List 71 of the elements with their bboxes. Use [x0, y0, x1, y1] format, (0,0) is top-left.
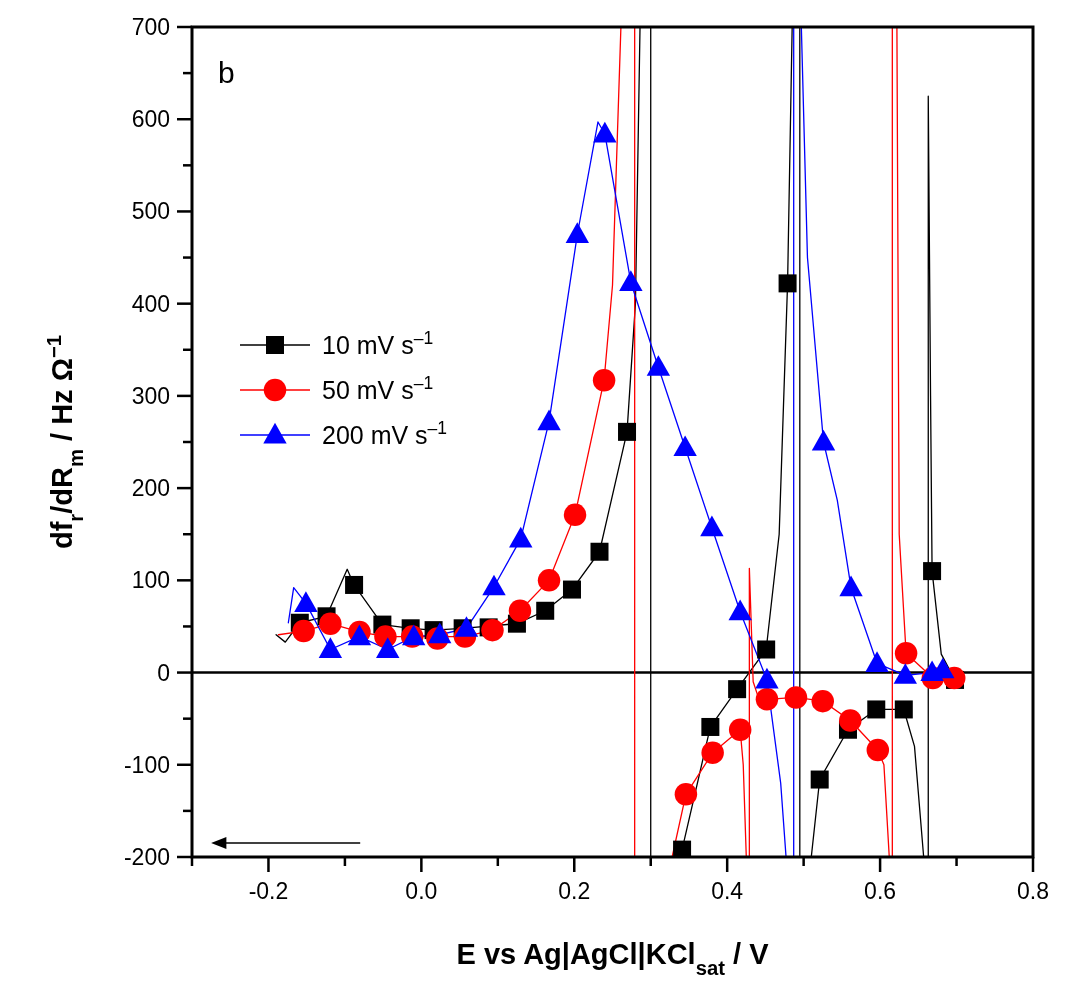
point — [673, 435, 697, 457]
point — [701, 741, 724, 765]
point — [728, 718, 752, 741]
x-tick-label: 0.6 — [864, 878, 897, 904]
point — [536, 601, 555, 620]
point — [893, 663, 918, 684]
point — [345, 575, 364, 594]
x-axis-title: E vs Ag|AgCl|KCl$_{sat}$ / V — [456, 938, 770, 979]
point — [376, 637, 400, 659]
point — [728, 599, 752, 621]
point — [646, 355, 671, 376]
point — [509, 526, 533, 548]
x-tick-label: 0.4 — [711, 878, 744, 904]
point — [537, 569, 561, 592]
point — [923, 562, 942, 581]
point — [292, 619, 315, 643]
point — [700, 515, 724, 537]
y-tick-label: 700 — [131, 14, 170, 40]
point — [865, 651, 889, 672]
point — [508, 599, 532, 623]
point — [294, 591, 318, 612]
point — [674, 783, 698, 806]
point — [778, 274, 797, 293]
point — [839, 709, 862, 732]
point — [454, 616, 479, 637]
legend-label: 10 mV s$^{–1}$ — [322, 328, 434, 359]
y-tick-label: 600 — [131, 106, 170, 133]
legend-label: 50 mV s$^{–1}$ — [322, 373, 434, 404]
point — [618, 422, 637, 441]
point — [894, 641, 918, 665]
point — [867, 700, 886, 719]
point — [593, 121, 617, 143]
x-tick-label: -0.2 — [248, 878, 289, 904]
point — [481, 618, 504, 642]
point — [701, 717, 720, 736]
point — [590, 542, 609, 561]
point — [673, 840, 692, 857]
point — [563, 503, 587, 527]
point — [482, 574, 506, 596]
point — [811, 689, 834, 713]
point — [757, 640, 776, 659]
y-tick-label: 300 — [131, 382, 170, 409]
point — [810, 770, 829, 789]
point — [619, 270, 643, 292]
point — [537, 409, 561, 431]
point — [562, 580, 581, 599]
y-tick-label: 500 — [131, 198, 170, 225]
point — [839, 575, 863, 597]
point — [811, 429, 836, 451]
point — [318, 637, 343, 659]
y-tick-label: 200 — [131, 475, 170, 502]
point — [755, 688, 779, 711]
x-tick-label: 0.2 — [558, 878, 591, 904]
y-tick-label: -100 — [123, 751, 170, 778]
point — [784, 686, 808, 709]
y-tick-label: 100 — [131, 567, 170, 594]
point — [592, 368, 616, 392]
point — [319, 612, 342, 635]
y-tick-label: 0 — [157, 659, 170, 686]
point — [894, 700, 913, 719]
point — [428, 622, 452, 644]
annotation: b — [218, 56, 235, 89]
x-tick-label: 0.8 — [1017, 878, 1049, 904]
y-tick-label: -200 — [123, 844, 170, 870]
x-tick-label: 0.0 — [405, 878, 438, 904]
point — [755, 667, 779, 689]
legend-label: 200 mV s$^{–1}$ — [322, 418, 448, 449]
point — [866, 738, 890, 762]
point — [728, 680, 747, 699]
y-tick-label: 400 — [131, 290, 170, 317]
point — [565, 222, 590, 244]
